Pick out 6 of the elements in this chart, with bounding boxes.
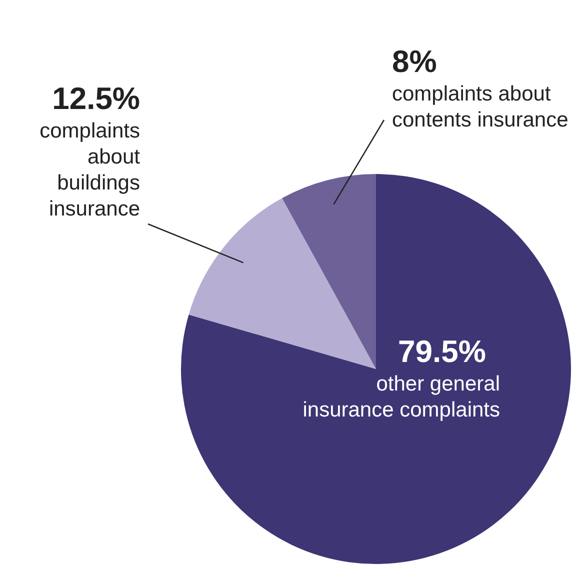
data-label: 12.5% [52,81,140,116]
data-label: 8% [392,44,437,80]
slice-label: other general insurance complaints [302,372,500,422]
data-label: 79.5% [398,334,486,370]
slice-label: complaints about contents insurance [392,82,568,132]
slice-label: complaints about buildings insurance [40,119,140,220]
